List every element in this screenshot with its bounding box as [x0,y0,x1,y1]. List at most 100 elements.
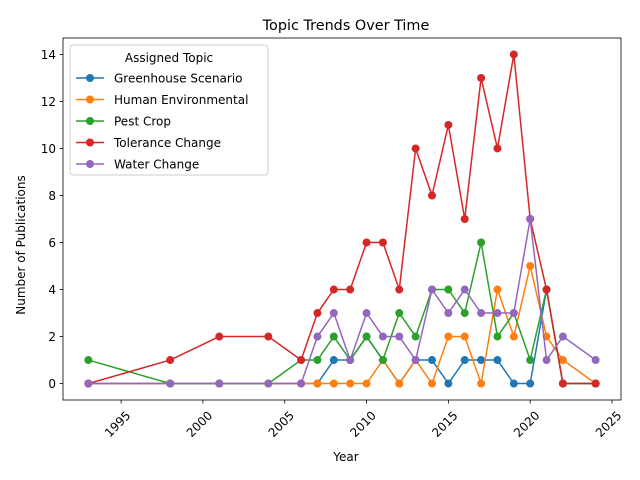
data-point-3-9 [378,238,387,247]
legend-marker-1 [86,95,94,104]
plot-marks [84,50,600,388]
y-tick-label-5: 10 [41,142,56,156]
data-point-4-0 [84,379,93,388]
data-point-4-14 [460,285,469,294]
series-line-3 [88,53,596,385]
legend-box [69,44,269,176]
data-point-4-13 [444,309,453,318]
y-tick-label-7: 14 [41,48,56,62]
data-point-2-14 [460,309,469,318]
data-point-2-13 [444,285,453,294]
data-point-1-13 [444,332,453,341]
data-point-4-15 [477,309,486,318]
data-point-0-16 [493,356,502,365]
plot-frame [62,37,622,401]
data-point-1-14 [460,332,469,341]
y-axis-label: Number of Publications [14,175,28,315]
data-point-4-17 [509,309,518,318]
data-point-3-14 [460,215,469,223]
data-point-0-13 [444,379,453,388]
data-point-4-9 [378,332,387,341]
legend-marker-4 [86,160,94,168]
data-point-0-15 [477,356,486,365]
data-point-0-18 [526,379,535,388]
data-point-3-7 [346,285,355,294]
data-point-3-21 [591,379,600,388]
legend: Assigned Topic Greenhouse Scenario Human E… [69,44,269,176]
data-point-4-3 [264,379,273,388]
data-point-4-12 [428,285,436,294]
data-point-3-15 [477,73,486,82]
y-tick-label-6: 12 [41,95,56,109]
data-point-3-19 [542,285,551,294]
data-point-4-10 [395,332,404,341]
data-point-4-7 [346,356,355,365]
legend-label-3: Tolerance Change [113,136,221,150]
data-point-1-7 [346,379,355,388]
data-point-2-6 [329,332,338,341]
data-point-0-12 [428,356,436,365]
data-point-3-4 [297,356,306,365]
data-point-4-6 [329,309,338,318]
data-point-3-5 [313,309,322,318]
data-point-3-16 [493,144,502,153]
data-point-2-8 [362,332,371,341]
data-point-4-8 [362,309,371,318]
data-point-0-6 [329,356,338,365]
legend-label-4: Water Change [114,158,199,172]
data-point-2-5 [313,356,322,365]
data-point-3-17 [509,50,518,59]
data-point-3-8 [362,238,371,247]
data-point-3-12 [428,191,436,200]
data-point-4-4 [297,379,306,388]
legend-marker-3 [86,138,94,147]
data-point-1-18 [526,262,535,271]
data-point-3-11 [411,144,420,153]
x-axis-label: Year [332,450,358,464]
legend-marker-2 [86,117,94,125]
data-point-1-12 [428,379,436,388]
data-point-1-6 [329,379,338,388]
data-point-2-16 [493,332,502,341]
data-point-2-0 [84,356,93,365]
legend-marker-0 [86,74,94,82]
y-tick-label-3: 6 [48,236,56,250]
chart-title: Topic Trends Over Time [262,18,430,34]
data-point-4-18 [526,215,535,223]
data-point-3-6 [329,285,338,294]
data-point-4-2 [215,379,224,388]
y-tick-label-2: 4 [48,283,56,297]
data-point-3-3 [264,332,273,341]
data-point-3-1 [166,356,175,365]
data-point-1-15 [477,379,486,388]
legend-label-2: Pest Crop [114,115,171,129]
data-point-2-18 [526,356,535,365]
data-point-3-20 [558,379,567,388]
data-point-4-16 [493,309,502,318]
data-point-2-9 [378,356,387,365]
data-point-0-17 [509,379,518,388]
legend-title: Assigned Topic [125,51,213,65]
data-point-4-5 [313,332,322,341]
data-point-4-11 [411,356,420,365]
data-point-3-10 [395,285,404,294]
data-point-1-8 [362,379,371,388]
data-point-0-14 [460,356,469,365]
data-point-2-15 [477,238,486,247]
series-line-4 [88,218,597,385]
data-point-1-17 [509,332,518,341]
data-point-4-1 [166,379,175,388]
data-point-1-16 [493,285,502,294]
series-line-2 [88,241,596,385]
legend-label-0: Greenhouse Scenario [114,72,243,86]
y-tick-label-4: 8 [48,189,56,203]
data-point-3-13 [444,120,453,129]
data-point-4-21 [591,356,600,365]
data-point-3-2 [215,332,224,341]
data-point-2-10 [395,309,404,318]
data-point-2-11 [411,332,420,341]
data-point-1-5 [313,379,322,388]
data-point-1-20 [558,356,567,365]
data-point-4-19 [542,356,551,365]
